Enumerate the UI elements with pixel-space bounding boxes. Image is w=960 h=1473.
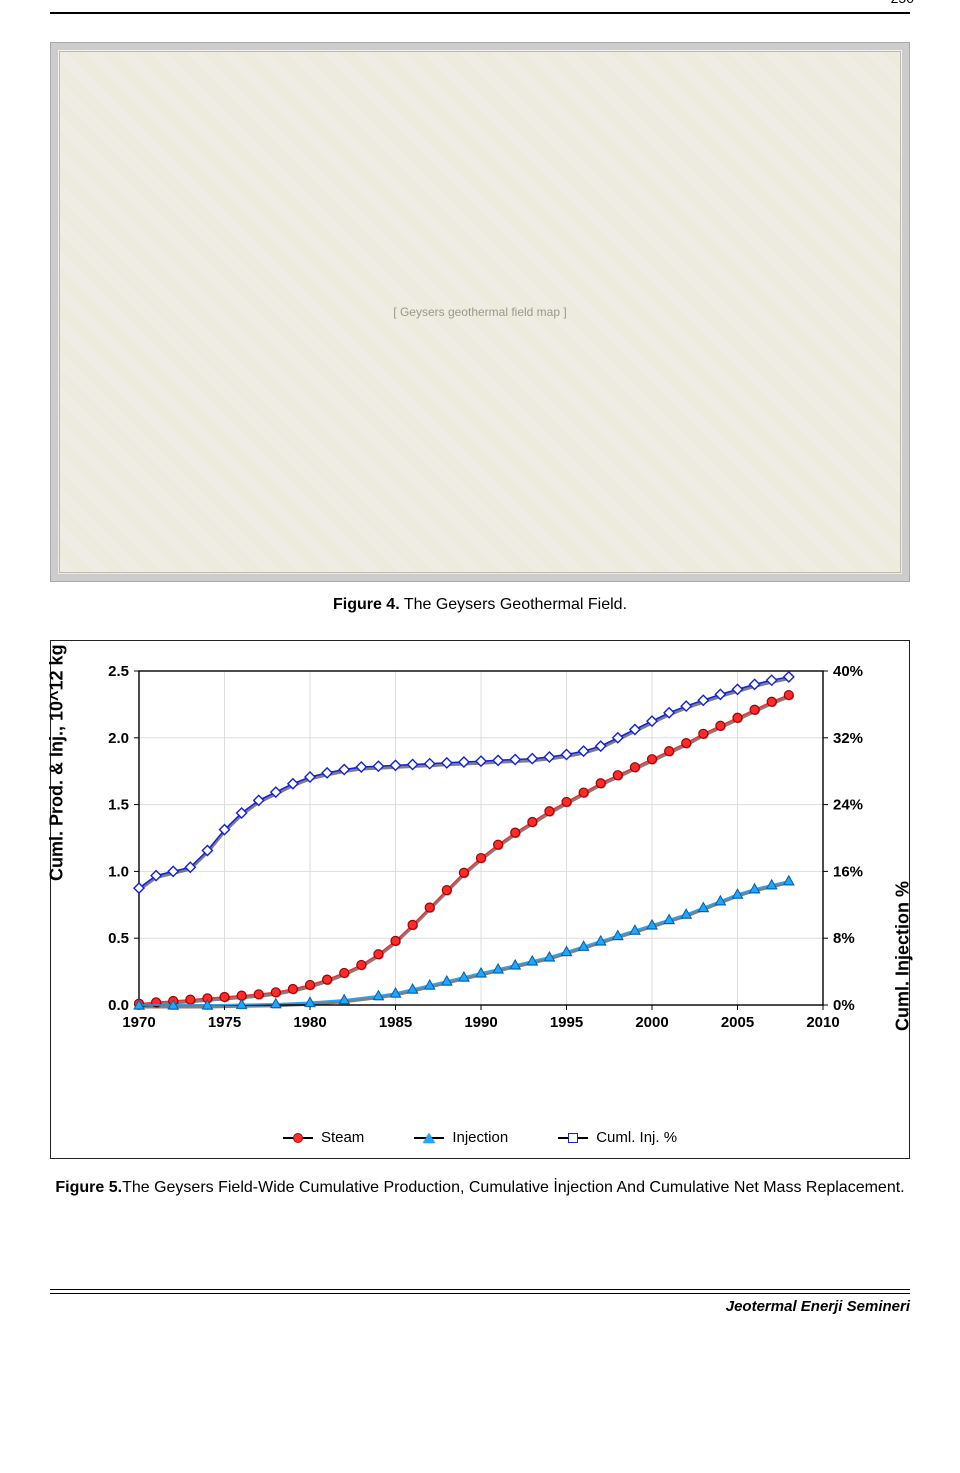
map-placeholder: [ Geysers geothermal field map ] bbox=[59, 51, 901, 573]
figure4-caption-text: The Geysers Geothermal Field. bbox=[400, 596, 627, 613]
svg-text:2000: 2000 bbox=[635, 1014, 668, 1031]
left-axis-label: Cuml. Prod. & Inj., 10^12 kg bbox=[47, 644, 68, 881]
legend-cumlpct: Cuml. Inj. % bbox=[558, 1129, 677, 1146]
footer-text: Jeotermal Enerji Semineri bbox=[50, 1298, 910, 1315]
svg-text:24%: 24% bbox=[833, 797, 863, 814]
svg-text:1995: 1995 bbox=[550, 1014, 583, 1031]
figure5-caption-prefix: Figure 5. bbox=[55, 1179, 122, 1196]
svg-text:1.0: 1.0 bbox=[108, 863, 129, 880]
chart-body: 0.0 0.5 1.0 1.5 2.0 2.5 0% 8% 16% 24% 32% 40% 1970 19… bbox=[51, 641, 909, 1121]
svg-text:16%: 16% bbox=[833, 863, 863, 880]
svg-text:40%: 40% bbox=[833, 663, 863, 680]
page-footer: Jeotermal Enerji Semineri bbox=[50, 1289, 910, 1315]
figure4-caption: Figure 4. The Geysers Geothermal Field. bbox=[0, 596, 960, 614]
figure5-chart-frame: 0.0 0.5 1.0 1.5 2.0 2.5 0% 8% 16% 24% 32% 40% 1970 19… bbox=[50, 640, 910, 1159]
svg-text:2.0: 2.0 bbox=[108, 730, 129, 747]
svg-text:1985: 1985 bbox=[379, 1014, 412, 1031]
circle-marker-icon bbox=[293, 1133, 303, 1143]
page-number: 250 bbox=[885, 0, 920, 6]
diamond-marker-icon bbox=[568, 1133, 578, 1143]
figure4-caption-prefix: Figure 4. bbox=[333, 596, 400, 613]
footer-rule-2 bbox=[50, 1293, 910, 1294]
figure5-caption-text: The Geysers Field-Wide Cumulative Produc… bbox=[122, 1179, 905, 1196]
svg-text:2.5: 2.5 bbox=[108, 663, 129, 680]
legend-injection-label: Injection bbox=[452, 1129, 508, 1146]
svg-text:0.0: 0.0 bbox=[108, 997, 129, 1014]
footer-rule-1 bbox=[50, 1289, 910, 1290]
legend-steam: Steam bbox=[283, 1129, 364, 1146]
legend-swatch-steam bbox=[283, 1137, 313, 1139]
svg-text:1990: 1990 bbox=[464, 1014, 497, 1031]
chart-legend: Steam Injection Cuml. Inj. % bbox=[51, 1121, 909, 1158]
svg-text:2005: 2005 bbox=[721, 1014, 754, 1031]
svg-text:2010: 2010 bbox=[806, 1014, 839, 1031]
chart-svg: 0.0 0.5 1.0 1.5 2.0 2.5 0% 8% 16% 24% 32% 40% 1970 19… bbox=[61, 657, 901, 1047]
svg-text:1970: 1970 bbox=[122, 1014, 155, 1031]
legend-steam-label: Steam bbox=[321, 1129, 364, 1146]
legend-cumlpct-label: Cuml. Inj. % bbox=[596, 1129, 677, 1146]
right-axis-label: Cuml. Injection % bbox=[893, 881, 914, 1031]
svg-text:8%: 8% bbox=[833, 930, 855, 947]
svg-text:32%: 32% bbox=[833, 730, 863, 747]
svg-text:0%: 0% bbox=[833, 997, 855, 1014]
figure5-caption: Figure 5.The Geysers Field-Wide Cumulati… bbox=[50, 1177, 910, 1199]
svg-text:1.5: 1.5 bbox=[108, 797, 129, 814]
triangle-marker-icon bbox=[423, 1133, 435, 1143]
svg-text:0.5: 0.5 bbox=[108, 930, 129, 947]
legend-injection: Injection bbox=[414, 1129, 508, 1146]
legend-swatch-injection bbox=[414, 1137, 444, 1139]
svg-text:1975: 1975 bbox=[208, 1014, 241, 1031]
legend-swatch-cumlpct bbox=[558, 1137, 588, 1139]
page-header-rule: 250 bbox=[50, 12, 910, 14]
svg-text:1980: 1980 bbox=[293, 1014, 326, 1031]
figure4-map: [ Geysers geothermal field map ] bbox=[50, 42, 910, 582]
